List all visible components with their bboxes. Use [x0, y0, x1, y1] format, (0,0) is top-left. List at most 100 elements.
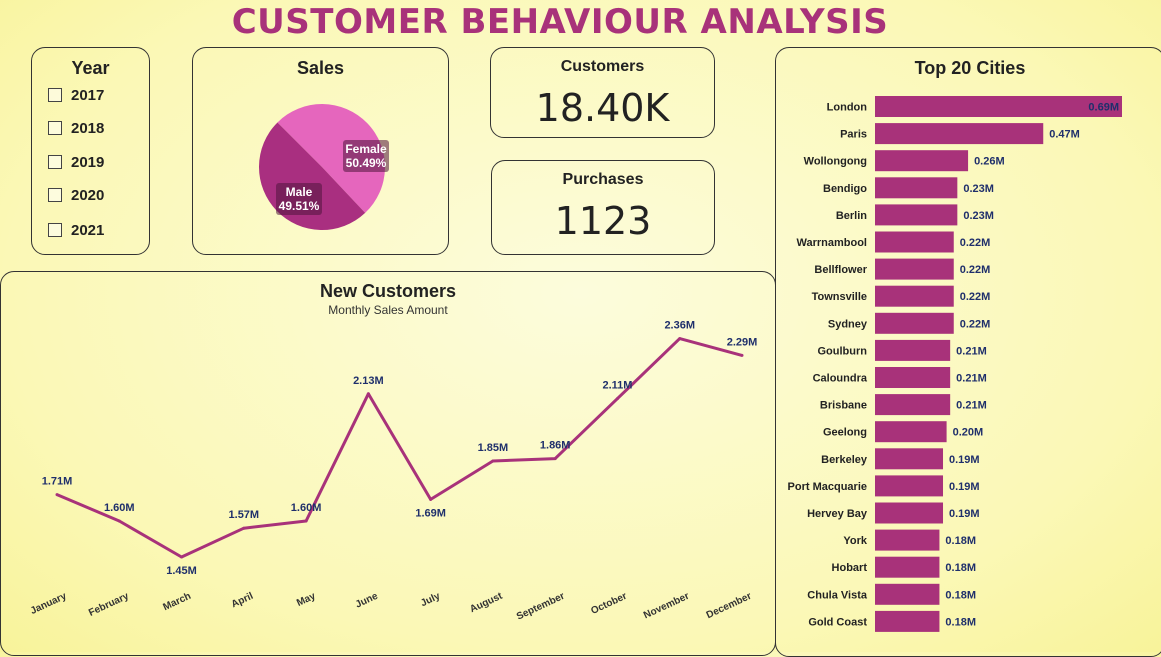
customers-kpi-value: 18.40K [535, 86, 670, 130]
city-bar-caloundra [875, 367, 951, 388]
city-value-label: 0.69M [1088, 102, 1119, 114]
line-data-label: 1.69M [415, 507, 446, 519]
line-data-label: 2.29M [727, 336, 758, 348]
city-value-label: 0.19M [949, 508, 980, 520]
city-label: Paris [840, 129, 867, 141]
city-bar-townsville [875, 285, 954, 307]
checkbox-icon[interactable] [48, 121, 62, 135]
line-point-march [180, 555, 184, 559]
city-bar-berkeley [875, 448, 944, 470]
year-label: 2017 [71, 86, 105, 104]
city-bar-bellflower [875, 258, 954, 280]
year-option-2019[interactable]: 2019 [48, 152, 104, 172]
checkbox-icon[interactable] [48, 223, 62, 237]
city-bar-hervey-bay [875, 502, 944, 524]
line-data-label: 1.85M [478, 442, 509, 454]
pie-label-name: Female [345, 142, 387, 156]
checkbox-icon[interactable] [48, 155, 62, 169]
city-label: Port Macquarie [788, 481, 867, 493]
line-data-label: 1.60M [104, 502, 135, 514]
x-tick-label: February [87, 591, 131, 619]
line-point-august [491, 459, 495, 463]
line-data-label: 1.57M [229, 509, 260, 521]
city-bar-york [875, 529, 940, 551]
city-value-label: 0.22M [960, 264, 991, 276]
year-filter-title: Year [71, 58, 110, 78]
year-label: 2018 [71, 119, 105, 137]
line-data-label: 2.13M [353, 375, 384, 387]
city-value-label: 0.22M [960, 237, 991, 249]
city-bar-bendigo [875, 177, 958, 199]
city-bar-goulburn [875, 339, 951, 361]
city-bar-warrnambool [875, 231, 954, 253]
year-option-2018[interactable]: 2018 [48, 118, 104, 138]
line-point-november [678, 337, 682, 341]
line-point-june [366, 392, 370, 396]
year-label: 2020 [71, 186, 105, 204]
year-label: 2021 [71, 221, 105, 239]
year-option-2021[interactable]: 2021 [48, 220, 104, 240]
city-value-label: 0.18M [945, 562, 976, 574]
city-value-label: 0.21M [956, 373, 987, 385]
city-label: Hobart [832, 562, 868, 574]
pie-label-box [343, 140, 389, 172]
line-point-may [304, 519, 308, 523]
checkbox-icon[interactable] [48, 88, 62, 102]
x-tick-label: May [295, 591, 318, 609]
year-option-2020[interactable]: 2020 [48, 185, 104, 205]
x-tick-label: January [29, 591, 69, 617]
x-tick-label: March [161, 591, 192, 613]
line-point-december [740, 353, 744, 357]
purchases-kpi-value: 1123 [554, 199, 652, 243]
year-option-2017[interactable]: 2017 [48, 85, 104, 105]
pie-label-name: Male [286, 185, 313, 199]
new-customers-card: New Customers Monthly Sales Amount 1.71M… [0, 271, 776, 656]
purchases-kpi-card: Purchases 1123 [491, 160, 715, 255]
city-bar-london [875, 96, 1122, 117]
city-value-label: 0.23M [963, 210, 994, 222]
x-tick-label: April [230, 591, 255, 611]
top-cities-title: Top 20 Cities [914, 58, 1026, 78]
line-point-april [242, 526, 246, 530]
line-data-label: 1.45M [166, 565, 197, 577]
city-label: Townsville [812, 291, 867, 303]
city-label: Geelong [823, 427, 867, 439]
page-title: CUSTOMER BEHAVIOUR ANALYSIS [231, 2, 889, 42]
sales-card: Sales Female 50.49% Male 49.51% [192, 47, 449, 255]
pie-label-box [276, 183, 322, 215]
new-customers-series-line [56, 337, 743, 559]
pie-slice-female [277, 104, 386, 213]
city-label: Warrnambool [797, 237, 868, 249]
city-value-label: 0.22M [960, 318, 991, 330]
line-point-september [553, 457, 557, 461]
city-label: Sydney [828, 318, 868, 330]
city-value-label: 0.19M [949, 481, 980, 493]
city-label: Caloundra [813, 373, 868, 385]
x-tick-label: September [515, 591, 567, 623]
city-label: Gold Coast [808, 616, 867, 628]
city-bar-geelong [875, 421, 947, 443]
city-bar-sydney [875, 312, 954, 334]
city-label: Chula Vista [807, 589, 868, 601]
line-point-january [55, 493, 59, 497]
city-bar-port-macquarie [875, 475, 944, 497]
pie-label-value: 49.51% [279, 199, 320, 213]
city-label: Goulburn [818, 345, 868, 357]
purchases-kpi-label: Purchases [562, 171, 644, 188]
city-value-label: 0.19M [949, 454, 980, 466]
city-value-label: 0.47M [1049, 129, 1080, 141]
city-value-label: 0.18M [945, 535, 976, 547]
x-tick-label: November [642, 591, 691, 622]
line-point-february [117, 519, 121, 523]
checkbox-icon[interactable] [48, 188, 62, 202]
city-value-label: 0.21M [956, 400, 987, 412]
x-tick-label: December [705, 591, 754, 621]
city-label: Berkeley [821, 454, 868, 466]
x-tick-label: July [419, 591, 442, 610]
x-tick-label: August [468, 590, 504, 615]
new-customers-title: New Customers [319, 281, 457, 301]
city-bar-hobart [875, 556, 940, 578]
city-bar-berlin [875, 204, 958, 226]
city-label: Bellflower [814, 264, 867, 276]
